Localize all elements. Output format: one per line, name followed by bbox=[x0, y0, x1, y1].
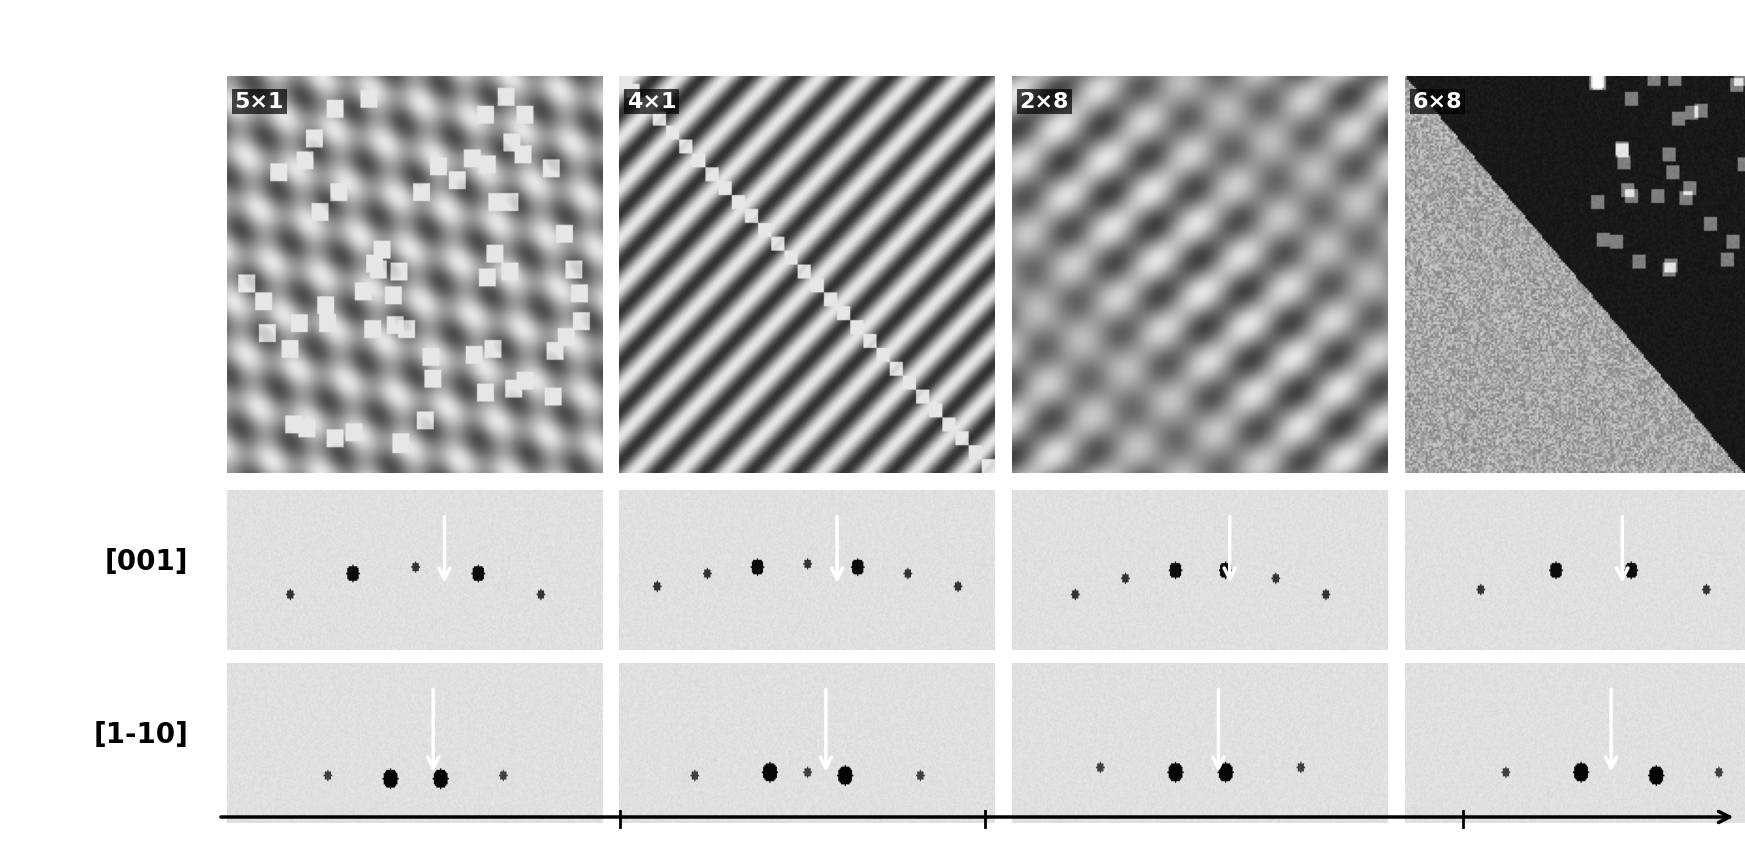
Text: 4×1: 4×1 bbox=[626, 92, 677, 111]
Text: [1-10]: [1-10] bbox=[94, 721, 188, 749]
Text: 2×8: 2×8 bbox=[1019, 92, 1070, 111]
Text: [001]: [001] bbox=[105, 548, 188, 576]
Text: 6×8: 6×8 bbox=[1412, 92, 1462, 111]
Text: 5×1: 5×1 bbox=[234, 92, 284, 111]
